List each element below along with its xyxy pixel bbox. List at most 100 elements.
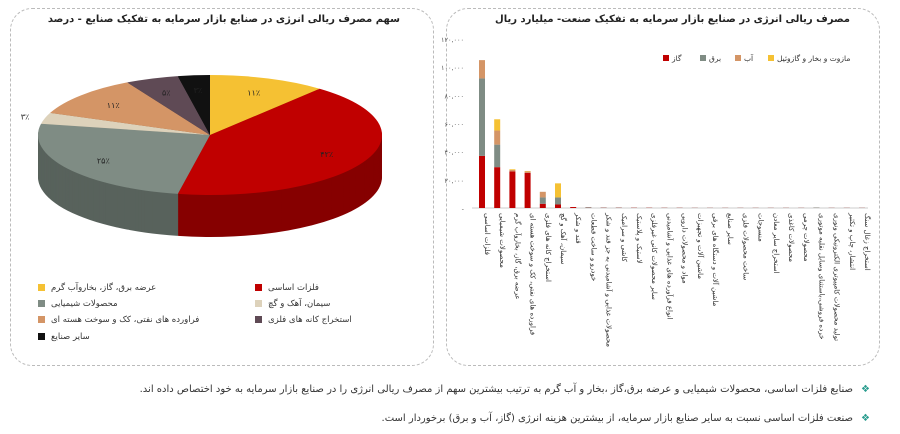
legend-swatch <box>700 55 706 61</box>
legend-label: فراورده های نفتی، کک و سوخت هسته ای <box>51 315 200 325</box>
x-tick-label: استخراج سایر معادن <box>772 213 780 274</box>
y-tick-label: ۸۰,۰۰۰ <box>444 92 464 100</box>
x-tick-label: ماشین آلات و دستگاه های برقی <box>711 213 720 307</box>
bar-segment <box>509 169 516 172</box>
diamond-bullet-icon: ❖ <box>861 413 870 424</box>
pie-panel <box>10 8 434 366</box>
note-1: ❖ صنایع فلزات اساسی، محصولات شیمیایی و عر… <box>140 384 870 395</box>
legend-swatch <box>38 300 45 307</box>
pie-data-label: ۲۵٪ <box>97 156 110 165</box>
note-2: ❖ صنعت فلزات اساسی نسبت به سایر صنایع باز… <box>382 413 870 424</box>
legend-item: استخراج کانه های فلزی <box>255 315 352 325</box>
legend-swatch <box>768 55 774 61</box>
x-tick-label: ماشین آلات و تجهیزات <box>696 213 705 279</box>
legend-label: آب <box>744 53 754 63</box>
x-tick-label: فلزات اساسی <box>483 213 491 255</box>
pie-data-label: ۳٪ <box>21 112 30 121</box>
bar-segment <box>570 207 577 208</box>
bar-segment <box>555 204 561 208</box>
bar-segment <box>494 167 501 208</box>
pie-data-label: ۱۱٪ <box>247 89 260 98</box>
pie-data-label: ۵٪ <box>162 89 171 98</box>
bar-segment <box>494 119 501 131</box>
diamond-bullet-icon: ❖ <box>861 384 870 395</box>
x-tick-label: محصولات شیمیایی <box>498 213 506 268</box>
bar-segment <box>524 172 531 208</box>
x-tick-label: منسوجات <box>757 213 765 242</box>
y-tick-label: ۲۰,۰۰۰ <box>444 177 464 185</box>
bar-segment <box>509 169 516 170</box>
bar-segment <box>479 155 485 208</box>
x-tick-label: سیمان، آهک و گچ <box>559 213 568 265</box>
x-tick-label: سایر محصولات کانی غیرفلزی <box>650 213 658 300</box>
legend-swatch <box>38 333 45 340</box>
x-tick-label: استخراج زغال سنگ <box>863 213 872 271</box>
y-tick-label: ۱۰۰,۰۰۰ <box>441 64 464 72</box>
x-tick-label: خودرو و ساخت قطعات <box>589 213 597 281</box>
x-tick-label: سایر صنایع <box>726 213 734 245</box>
legend-swatch <box>663 55 669 61</box>
bar-segment <box>524 171 531 173</box>
pie-slice <box>177 88 382 195</box>
legend-label: استخراج کانه های فلزی <box>268 315 352 325</box>
legend-label: مازوت و بخار و گازوئیل <box>777 54 850 63</box>
x-tick-label: انتشار، چاپ و تکثیر <box>848 212 856 270</box>
bar-segment <box>479 78 485 156</box>
x-tick-label: تولید محصولات کامپیوتری الکترونیکی ونوری <box>833 213 841 341</box>
legend-swatch <box>735 55 741 61</box>
y-tick-label: ۴۰,۰۰۰ <box>444 149 464 157</box>
pie-slice <box>177 75 210 135</box>
x-tick-label: لاستیک و پلاستیک <box>635 213 643 264</box>
legend-swatch <box>38 316 45 323</box>
legend-swatch <box>255 300 262 307</box>
pie-chart: ۱۱٪ ۴۲٪ ۲۵٪ ۳٪ ۱۱٪ ۵٪ ۳٪ <box>21 75 383 237</box>
legend-item: عرضه برق، گاز، بخاروآب گرم <box>38 283 156 293</box>
x-tick-label: خرده فروشی،باستثنای وسایل نقلیه موتوری <box>817 213 825 339</box>
bar-segment <box>555 197 561 205</box>
x-tick-label: کاشی و سرامیک <box>620 213 628 262</box>
legend-item: سایر صنایع <box>38 332 90 342</box>
legend-item: سیمان، آهک و گچ <box>255 299 330 309</box>
bar-segment <box>539 197 546 204</box>
y-tick-label: - <box>462 205 465 213</box>
pie-slice <box>41 112 210 135</box>
legend-item: فلزات اساسی <box>255 283 319 293</box>
x-tick-label: عرضه برق، گاز، بخاروآب گرم <box>513 213 522 300</box>
x-tick-label: قند و شکر <box>574 212 582 244</box>
legend-label: برق <box>709 54 721 63</box>
note-text: صنعت فلزات اساسی نسبت به سایر صنایع بازا… <box>381 413 854 424</box>
pie-data-label: ۱۱٪ <box>107 101 120 110</box>
note-text: صنایع فلزات اساسی، محصولات شیمیایی و عرض… <box>139 384 854 395</box>
legend-label: فلزات اساسی <box>268 283 319 293</box>
legend-swatch <box>255 316 262 323</box>
bar-segment <box>555 183 561 198</box>
bar-chart: - ۲۰,۰۰۰ ۴۰,۰۰۰ ۶۰,۰۰۰ ۸۰,۰۰۰ ۱۰۰,۰۰۰ ۱۲۰,۰۰۰ ف… <box>441 36 872 347</box>
y-tick-label: ۶۰,۰۰۰ <box>444 121 464 129</box>
pie-title: سهم مصرف ریالی انرژی در صنایع بازار سرما… <box>47 14 400 25</box>
bar-segment <box>539 191 546 198</box>
x-tick-label: محصولات غذایی و آشامیدنی به جز قند و شکر <box>605 212 614 347</box>
x-tick-label: مواد و محصولات دارویی <box>681 213 689 284</box>
bar-segment <box>539 203 546 208</box>
x-tick-label: محصولات چرمی <box>802 213 810 262</box>
legend-label: عرضه برق، گاز، بخاروآب گرم <box>51 283 157 293</box>
bar-segment <box>509 171 516 208</box>
bar-segment <box>494 144 501 168</box>
x-tick-label: فراورده های نفتی، کک و سوخت هسته ای <box>529 213 537 335</box>
x-tick-label: محصولات کاغذی <box>787 213 795 262</box>
pie-data-label: ۳٪ <box>194 86 203 95</box>
pie-slice <box>210 75 320 135</box>
bar-title: مصرف ریالی انرژی در صنایع بازار سرمایه ب… <box>495 14 850 25</box>
legend-label: سیمان، آهک و گچ <box>268 299 331 309</box>
y-tick-label: ۱۲۰,۰۰۰ <box>441 36 464 44</box>
legend-swatch <box>38 284 45 291</box>
pie-data-label: ۴۲٪ <box>320 150 333 159</box>
legend-item: محصولات شیمیایی <box>38 299 118 309</box>
bar-segment <box>585 207 592 208</box>
legend-label: سایر صنایع <box>51 332 90 342</box>
x-tick-label: ساخت محصولات فلزی <box>741 213 749 280</box>
pie-slice <box>37 123 211 194</box>
legend-item: فراورده های نفتی، کک و سوخت هسته ای <box>38 315 199 325</box>
pie-slice <box>50 82 210 135</box>
x-tick-label: انواع فرآورده های غذایی و آشامیدنی <box>665 213 674 320</box>
